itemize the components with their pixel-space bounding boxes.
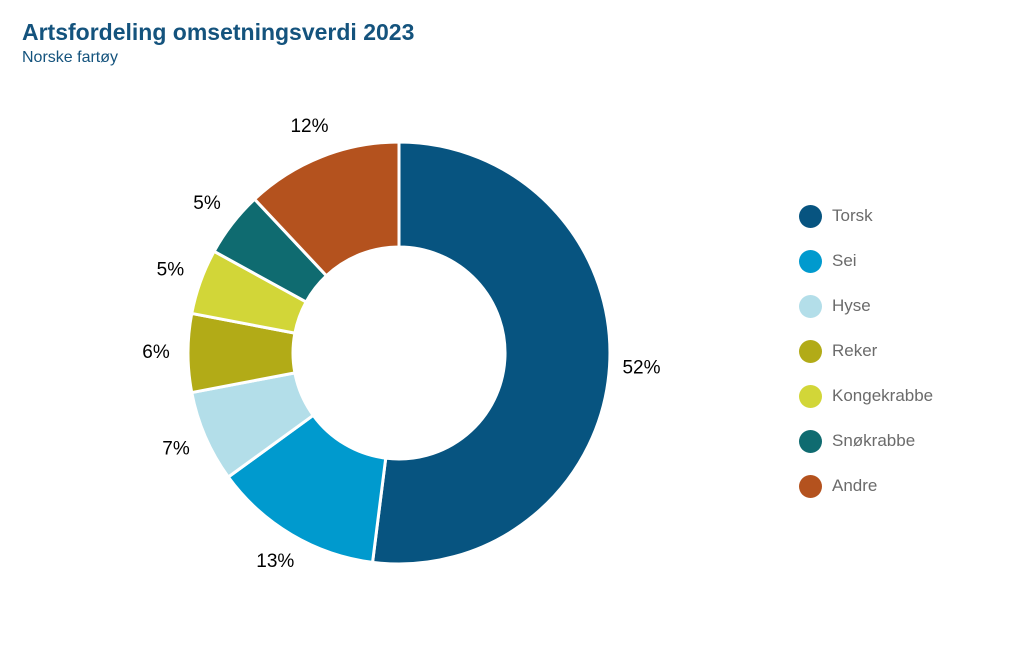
- legend-marker-icon: [799, 384, 822, 408]
- slice-label-snokrabbe: 5%: [193, 193, 221, 214]
- legend-item-andre[interactable]: Andre: [799, 472, 933, 500]
- chart-subtitle: Norske fartøy: [22, 49, 119, 66]
- legend-marker-icon: [799, 339, 822, 363]
- legend-marker-icon: [799, 204, 822, 228]
- slice-label-hyse: 7%: [162, 439, 190, 460]
- legend-label: Hyse: [832, 296, 871, 315]
- donut-slice-torsk[interactable]: [371, 140, 612, 566]
- legend-item-sei[interactable]: Sei: [799, 247, 933, 275]
- legend-label: Snøkrabbe: [832, 431, 916, 450]
- slice-label-torsk: 52%: [622, 357, 660, 378]
- chart-title: Artsfordeling omsetningsverdi 2023: [22, 19, 415, 45]
- legend-marker-icon: [799, 294, 822, 318]
- slice-label-reker: 6%: [142, 342, 170, 363]
- legend-label: Sei: [832, 251, 857, 270]
- slice-label-sei: 13%: [256, 551, 294, 572]
- legend-label: Kongekrabbe: [832, 386, 934, 405]
- chart-header: Artsfordeling omsetningsverdi 2023 Norsk…: [22, 18, 414, 68]
- legend-marker-icon: [799, 249, 822, 273]
- legend-label: Torsk: [832, 206, 873, 225]
- legend-label: Reker: [832, 341, 878, 360]
- legend-item-kongekrabbe[interactable]: Kongekrabbe: [799, 382, 933, 410]
- slice-label-andre: 12%: [290, 116, 328, 137]
- slice-label-kongekrabbe: 5%: [157, 260, 185, 281]
- donut-slice-andre[interactable]: [253, 140, 401, 278]
- legend-marker-icon: [799, 474, 822, 498]
- legend: Torsk Sei Hyse Reker Kongekrabbe Snøkrabbe And…: [799, 202, 933, 500]
- legend-item-hyse[interactable]: Hyse: [799, 292, 933, 320]
- legend-item-snokrabbe[interactable]: Snøkrabbe: [799, 427, 933, 455]
- legend-item-reker[interactable]: Reker: [799, 337, 933, 365]
- legend-item-torsk[interactable]: Torsk: [799, 202, 933, 230]
- legend-marker-icon: [799, 429, 822, 453]
- legend-label: Andre: [832, 476, 878, 495]
